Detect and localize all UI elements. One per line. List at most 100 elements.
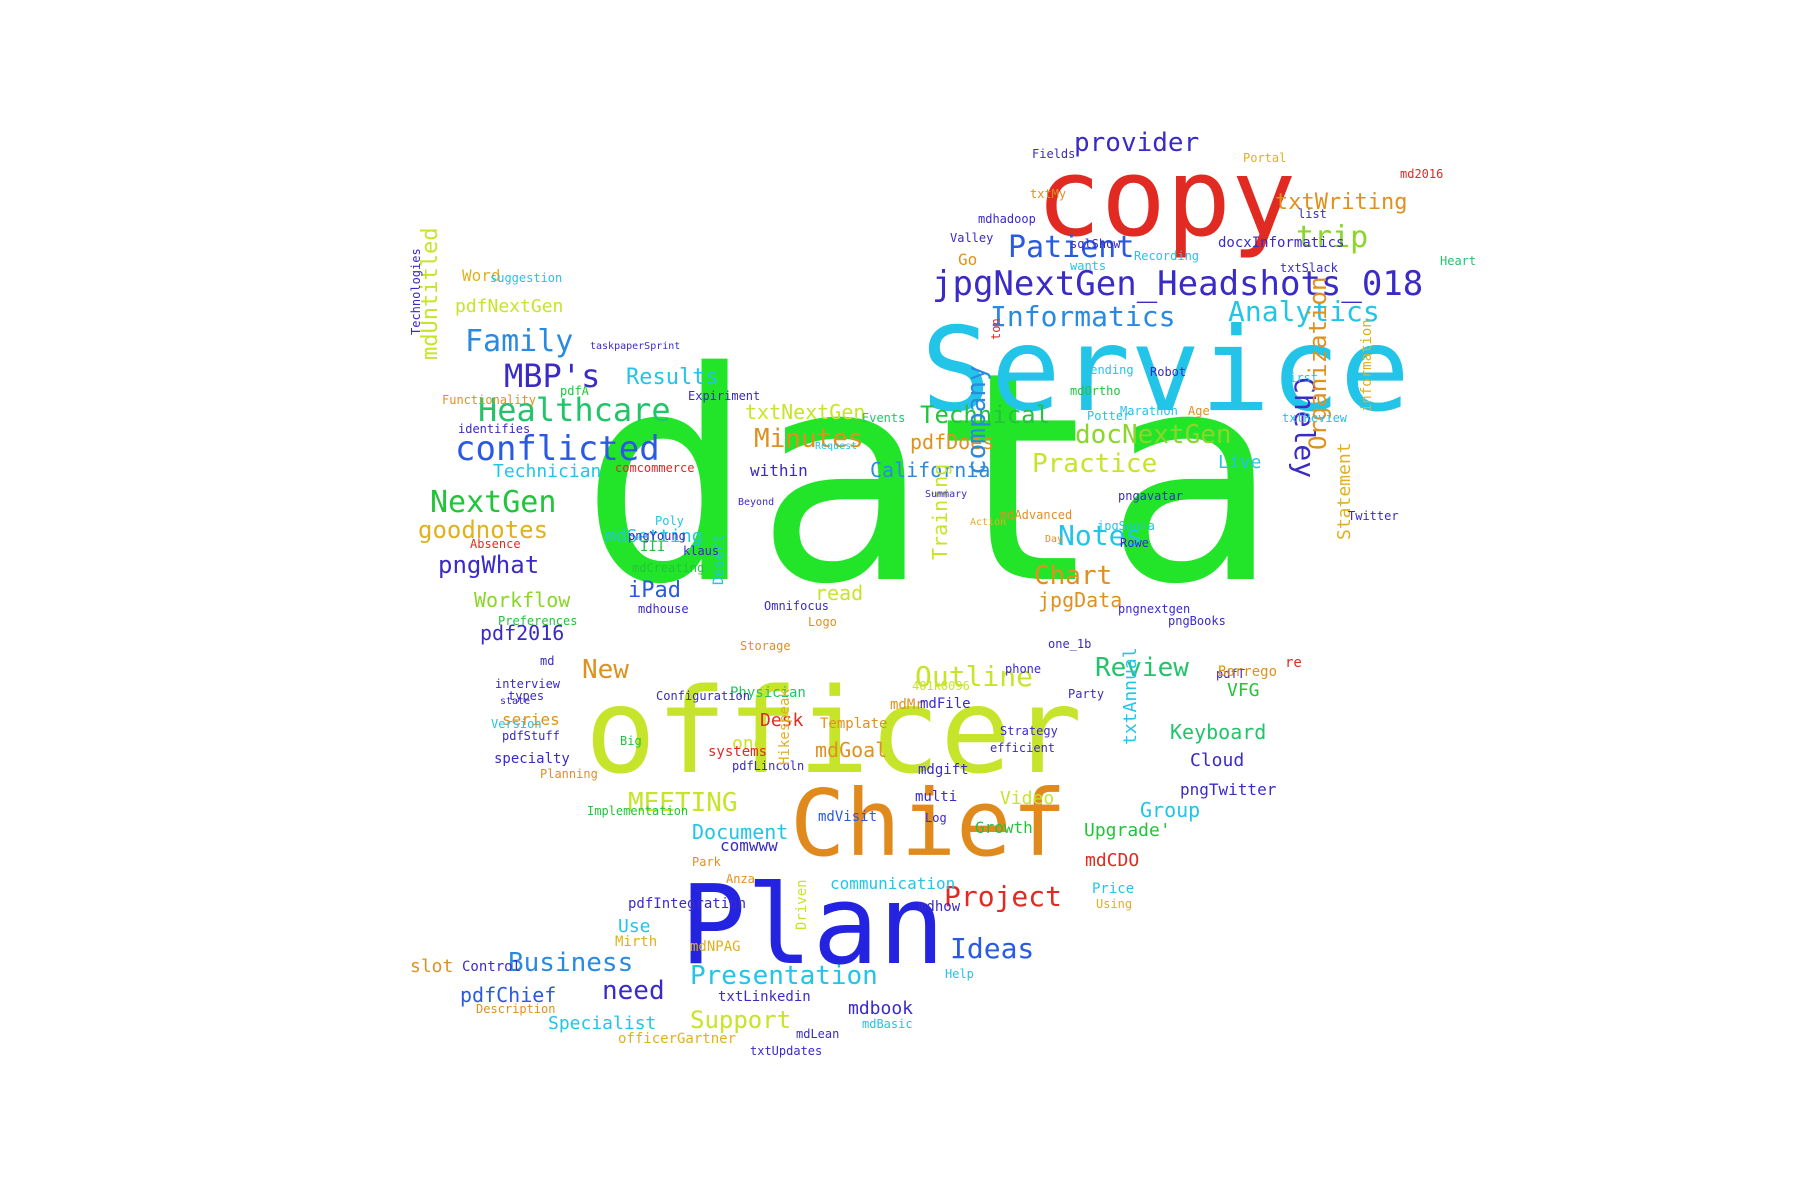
cloud-word: jpgData	[1038, 588, 1123, 612]
cloud-word: list	[1298, 207, 1327, 221]
cloud-word: Driven	[794, 879, 810, 930]
cloud-word: mdhadoop	[978, 212, 1036, 226]
cloud-word: Preferences	[498, 614, 578, 628]
cloud-word: Cloud	[1190, 750, 1245, 771]
cloud-word: pngnextgen	[1118, 602, 1191, 616]
cloud-word: mdCDO	[1085, 850, 1140, 871]
cloud-word: Hikespeak	[777, 689, 793, 765]
cloud-word: pdfStuff	[502, 729, 560, 743]
cloud-word: mdLean	[796, 1027, 840, 1041]
cloud-word: mdFile	[920, 696, 971, 712]
cloud-word: comwww	[720, 836, 778, 855]
cloud-word: Technical	[920, 401, 1051, 429]
cloud-word: Patient	[1008, 230, 1135, 265]
cloud-word: Go	[958, 250, 978, 269]
cloud-word: Keyboard	[1170, 720, 1267, 744]
cloud-word: Park	[692, 855, 721, 869]
cloud-word: txtMy	[1030, 187, 1067, 201]
cloud-word: trip	[1296, 220, 1369, 255]
cloud-word: Events	[862, 411, 906, 425]
cloud-word: Outline	[915, 660, 1034, 693]
cloud-word: Analytics	[1228, 295, 1380, 328]
cloud-word: Statement	[1334, 442, 1355, 540]
cloud-word: Ideas	[950, 932, 1035, 965]
cloud-word: Document	[692, 820, 789, 844]
cloud-word: klaus	[683, 544, 720, 558]
cloud-word: Omnifocus	[764, 599, 830, 613]
cloud-word: communication	[830, 874, 956, 893]
cloud-word: txtWriting	[1275, 190, 1408, 215]
cloud-word: pngWhat	[438, 551, 540, 579]
cloud-word: Strategy	[1000, 724, 1058, 738]
cloud-word: Expiriment	[688, 389, 761, 403]
cloud-word: comcommerce	[615, 461, 695, 475]
cloud-word: Portal	[1243, 151, 1287, 165]
cloud-word: Live	[1218, 452, 1262, 473]
cloud-word: Storage	[740, 639, 791, 653]
cloud-word: Day	[1045, 534, 1064, 545]
cloud-word: NextGen	[430, 485, 557, 520]
cloud-word: Age	[1188, 404, 1210, 418]
cloud-word: pdfIntegration	[628, 896, 747, 912]
cloud-word: mdNPAG	[690, 939, 741, 955]
cloud-word: Chart	[1034, 561, 1113, 591]
cloud-word: Fields	[1032, 147, 1076, 161]
cloud-word: III	[640, 539, 666, 555]
cloud-word: pngTwitter	[1180, 780, 1277, 799]
cloud-word: Plan	[680, 861, 945, 989]
cloud-word: multi	[915, 789, 958, 805]
cloud-word: Description	[476, 1002, 556, 1016]
cloud-word: mdGoal	[815, 738, 888, 762]
cloud-word: Anza	[726, 872, 755, 886]
cloud-word: Configuration	[656, 689, 750, 703]
cloud-word: Request	[815, 441, 858, 452]
cloud-word: Group	[1140, 798, 1201, 822]
cloud-word: Poly	[655, 514, 684, 528]
cloud-word: Planning	[540, 767, 598, 781]
cloud-word: Video	[1000, 788, 1055, 809]
cloud-word: need	[602, 976, 665, 1006]
cloud-word: Help	[945, 967, 974, 981]
cloud-word: company	[962, 365, 992, 475]
cloud-word: Valley	[950, 231, 994, 245]
cloud-word: Party	[1068, 687, 1105, 701]
cloud-word: md2016	[1400, 167, 1444, 181]
cloud-word: phone	[1005, 662, 1042, 676]
cloud-word: New	[582, 655, 629, 685]
cloud-word: pdf2016	[480, 621, 565, 645]
cloud-word: Beyond	[738, 497, 775, 508]
cloud-word: specialty	[494, 751, 570, 767]
cloud-word: mdhow	[918, 899, 961, 915]
cloud-word: state	[500, 696, 531, 707]
cloud-word: Summary	[925, 489, 968, 500]
cloud-word: Growth	[975, 818, 1033, 837]
cloud-word: conflicted	[455, 429, 660, 469]
cloud-word: sending	[1083, 363, 1134, 377]
cloud-word: jpgNextGen_Headshots_018	[932, 264, 1424, 304]
cloud-word: California	[870, 458, 991, 482]
cloud-word: Specialist	[548, 1013, 657, 1034]
cloud-word: pdfA	[560, 384, 589, 398]
cloud-word: First	[1282, 371, 1319, 385]
cloud-word: mdCreating	[632, 561, 705, 575]
cloud-word: iPad	[628, 578, 681, 603]
cloud-word: Notes	[1058, 519, 1143, 552]
cloud-word: mdUntitled	[418, 227, 443, 360]
cloud-word: Control	[462, 959, 522, 975]
cloud-word: Big	[620, 734, 642, 748]
cloud-word: pdfT	[1216, 667, 1245, 681]
cloud-word: mdbook	[848, 998, 914, 1019]
cloud-word: Marathon	[1120, 404, 1178, 418]
cloud-word: suggestion	[490, 271, 563, 285]
cloud-word: wants	[1070, 259, 1107, 273]
cloud-word: txtLinkedin	[718, 989, 811, 1005]
cloud-word: mdMr	[890, 697, 924, 713]
cloud-word: Service	[921, 303, 1410, 438]
cloud-word: officerGartner	[618, 1031, 737, 1047]
cloud-word: re	[1285, 655, 1302, 671]
cloud-word: jpgSonia	[1097, 519, 1155, 533]
cloud-word: pngavatar	[1118, 489, 1184, 503]
cloud-word: Technologies	[409, 248, 423, 335]
cloud-word: systems	[708, 744, 768, 760]
